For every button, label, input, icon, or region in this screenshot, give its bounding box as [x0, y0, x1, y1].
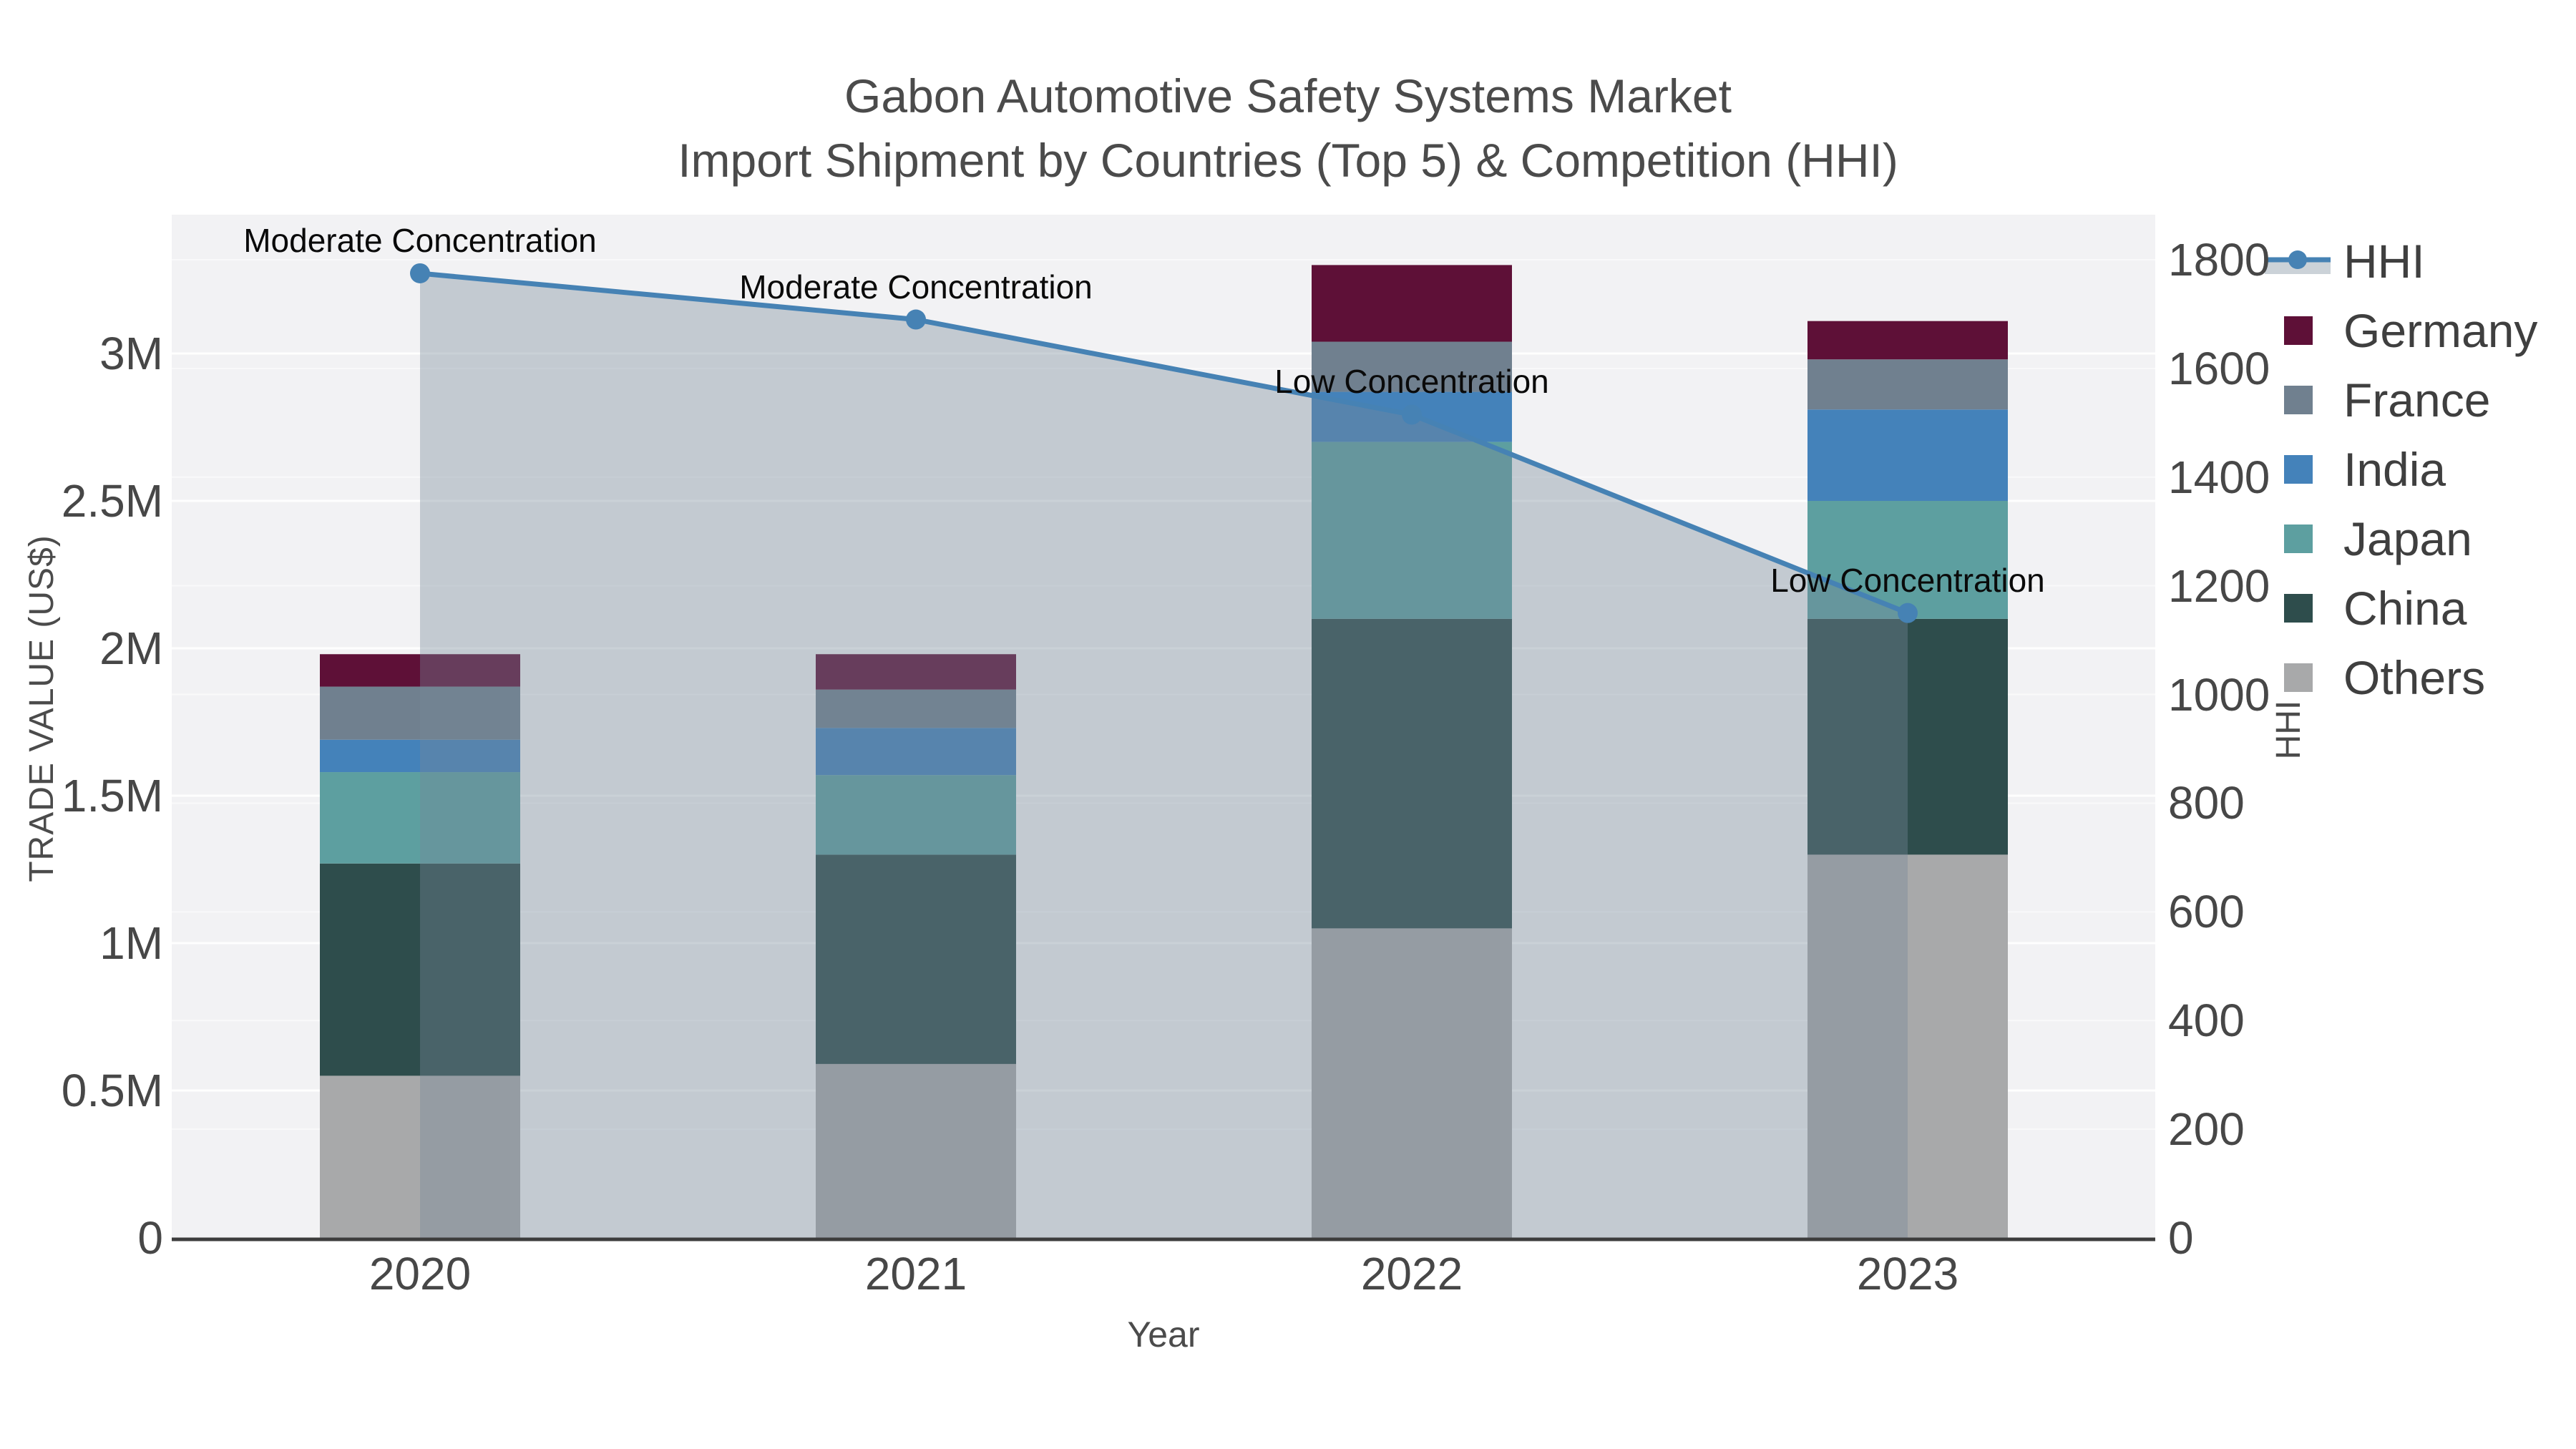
- hhi-marker-2023[interactable]: [1898, 602, 1918, 623]
- x-tick: 2023: [1856, 1248, 1959, 1299]
- legend-item-india[interactable]: India: [2343, 443, 2446, 496]
- bar-segment-india-2021[interactable]: [816, 728, 1016, 776]
- y-right-tick: 800: [2168, 777, 2245, 829]
- bar-segment-india-2023[interactable]: [1807, 409, 2008, 501]
- legend-hhi-marker[interactable]: [2288, 250, 2307, 269]
- legend-item-japan[interactable]: Japan: [2343, 512, 2472, 565]
- hhi-marker-2021[interactable]: [906, 309, 926, 330]
- y-right-tick: 1800: [2168, 234, 2270, 286]
- legend-item-china[interactable]: China: [2343, 582, 2467, 635]
- y-left-tick: 1.5M: [61, 770, 163, 821]
- y-left-tick: 3M: [99, 328, 163, 379]
- legend-item-hhi[interactable]: HHI: [2343, 235, 2425, 288]
- legend-item-germany[interactable]: Germany: [2343, 304, 2538, 357]
- bar-segment-france-2020[interactable]: [320, 686, 520, 740]
- chart-title: Gabon Automotive Safety Systems Market: [844, 69, 1732, 122]
- bar-segment-france-2023[interactable]: [1807, 359, 2008, 410]
- bar-segment-china-2023[interactable]: [1807, 618, 2008, 855]
- y-right-tick: 1400: [2168, 451, 2270, 503]
- bar-segment-japan-2021[interactable]: [816, 775, 1016, 855]
- bar-segment-others-2021[interactable]: [816, 1063, 1016, 1238]
- x-tick: 2021: [864, 1248, 967, 1299]
- annotation: Low Concentration: [1770, 561, 2045, 599]
- x-tick: 2022: [1360, 1248, 1463, 1299]
- bar-segment-japan-2022[interactable]: [1312, 441, 1512, 619]
- annotation: Moderate Concentration: [243, 221, 597, 259]
- bar-segment-france-2022[interactable]: [1312, 341, 1512, 392]
- y-left-axis-title: TRADE VALUE (US$): [23, 535, 61, 882]
- bar-segment-germany-2020[interactable]: [320, 654, 520, 687]
- y-left-tick: 1M: [99, 917, 163, 969]
- y-right-axis-title: HHI: [2270, 700, 2308, 760]
- bar-segment-japan-2023[interactable]: [1807, 501, 2008, 619]
- annotation: Low Concentration: [1274, 363, 1549, 401]
- y-right-tick: 0: [2168, 1212, 2194, 1264]
- legend-swatch-japan[interactable]: [2284, 525, 2313, 553]
- legend-swatch-china[interactable]: [2284, 594, 2313, 623]
- y-right-tick: 200: [2168, 1103, 2245, 1156]
- legend-swatch-france[interactable]: [2284, 386, 2313, 414]
- bar-segment-france-2021[interactable]: [816, 689, 1016, 728]
- y-right-tick: 1000: [2168, 668, 2270, 721]
- bar-segment-china-2020[interactable]: [320, 863, 520, 1076]
- y-left-tick: 0: [137, 1212, 163, 1264]
- bar-segment-others-2020[interactable]: [320, 1075, 520, 1238]
- bar-segment-others-2022[interactable]: [1312, 928, 1512, 1238]
- legend-swatch-others[interactable]: [2284, 663, 2313, 692]
- y-right-tick: 1600: [2168, 342, 2270, 394]
- y-left-tick: 0.5M: [61, 1065, 163, 1116]
- bar-segment-china-2022[interactable]: [1312, 618, 1512, 929]
- y-right-tick: 1200: [2168, 560, 2270, 612]
- y-left-tick: 2.5M: [61, 475, 163, 527]
- y-left-tick: 2M: [99, 623, 163, 674]
- y-right-tick: 600: [2168, 886, 2245, 938]
- legend-swatch-india[interactable]: [2284, 455, 2313, 484]
- legend-swatch-germany[interactable]: [2284, 316, 2313, 345]
- hhi-line: [419, 270, 1909, 615]
- annotation: Moderate Concentration: [739, 268, 1093, 306]
- x-tick: 2020: [369, 1248, 472, 1299]
- hhi-area: [420, 273, 1908, 1239]
- bar-segment-germany-2023[interactable]: [1807, 321, 2008, 360]
- hhi-marker-2022[interactable]: [1402, 404, 1422, 425]
- bar-segment-germany-2022[interactable]: [1312, 265, 1512, 342]
- bar-segment-china-2021[interactable]: [816, 854, 1016, 1064]
- bar-segment-others-2023[interactable]: [1807, 854, 2008, 1238]
- bar-segment-germany-2021[interactable]: [816, 654, 1016, 690]
- x-axis-title: Year: [1127, 1314, 1200, 1355]
- chart-subtitle: Import Shipment by Countries (Top 5) & C…: [678, 134, 1898, 187]
- hhi-marker-2020[interactable]: [410, 263, 430, 283]
- legend-item-others[interactable]: Others: [2343, 651, 2486, 704]
- y-right-tick: 400: [2168, 995, 2245, 1047]
- bar-segment-japan-2020[interactable]: [320, 772, 520, 864]
- bar-segment-india-2020[interactable]: [320, 739, 520, 773]
- legend-item-france[interactable]: France: [2343, 374, 2491, 426]
